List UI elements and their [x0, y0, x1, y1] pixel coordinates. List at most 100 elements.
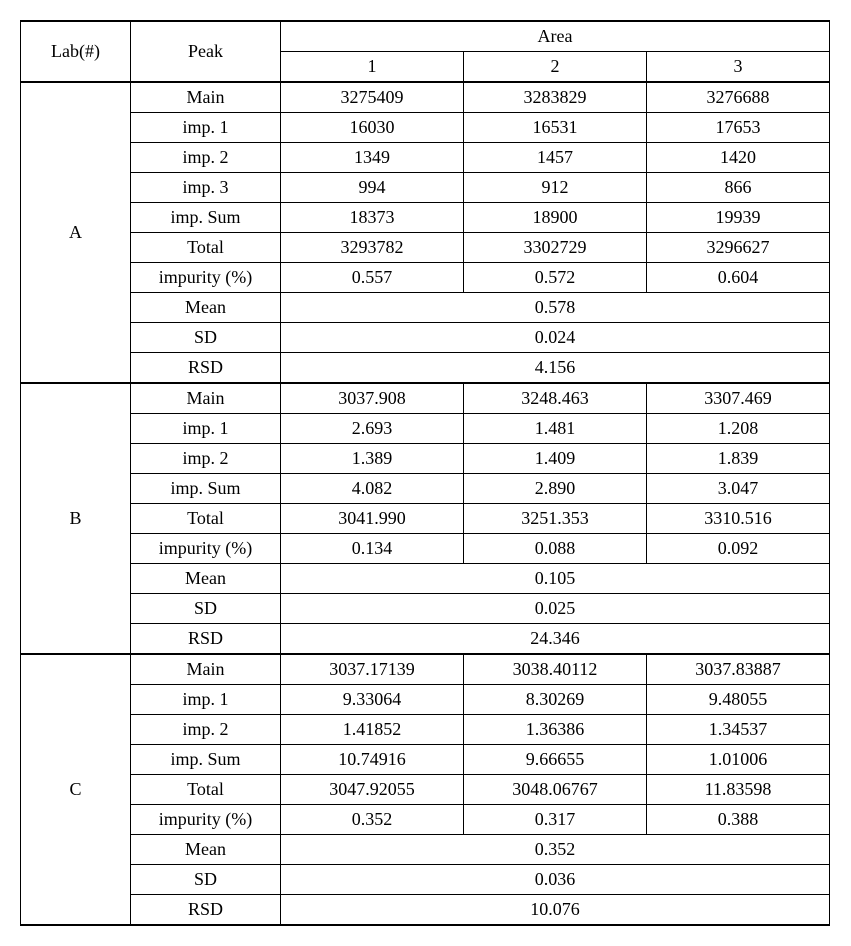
value-cell: 0.352 — [281, 805, 464, 835]
peak-label: Total — [131, 233, 281, 263]
value-cell: 1349 — [281, 143, 464, 173]
value-cell: 3038.40112 — [464, 654, 647, 685]
value-cell: 3251.353 — [464, 504, 647, 534]
value-cell: 1457 — [464, 143, 647, 173]
peak-label: imp. Sum — [131, 745, 281, 775]
value-cell: 4.082 — [281, 474, 464, 504]
lab-cell: A — [21, 82, 131, 383]
value-cell: 3248.463 — [464, 383, 647, 414]
table-row: AMain327540932838293276688 — [21, 82, 830, 113]
value-cell: 8.30269 — [464, 685, 647, 715]
value-cell: 912 — [464, 173, 647, 203]
table-row: impurity (%)0.1340.0880.092 — [21, 534, 830, 564]
value-cell: 3048.06767 — [464, 775, 647, 805]
value-cell: 994 — [281, 173, 464, 203]
value-cell: 1.409 — [464, 444, 647, 474]
table-row: Mean0.105 — [21, 564, 830, 594]
stat-value: 0.352 — [281, 835, 830, 865]
table-row: CMain3037.171393038.401123037.83887 — [21, 654, 830, 685]
value-cell: 3275409 — [281, 82, 464, 113]
stat-value: 4.156 — [281, 353, 830, 384]
peak-label: imp. 3 — [131, 173, 281, 203]
stat-label: RSD — [131, 353, 281, 384]
table-row: SD0.024 — [21, 323, 830, 353]
value-cell: 3293782 — [281, 233, 464, 263]
header-area: Area — [281, 21, 830, 52]
stat-label: Mean — [131, 564, 281, 594]
stat-value: 24.346 — [281, 624, 830, 655]
header-col-2: 2 — [464, 52, 647, 83]
table-row: imp. 21.3891.4091.839 — [21, 444, 830, 474]
stat-value: 0.105 — [281, 564, 830, 594]
value-cell: 0.088 — [464, 534, 647, 564]
value-cell: 18900 — [464, 203, 647, 233]
value-cell: 1.389 — [281, 444, 464, 474]
peak-label: Total — [131, 504, 281, 534]
value-cell: 10.74916 — [281, 745, 464, 775]
peak-label: impurity (%) — [131, 534, 281, 564]
value-cell: 0.572 — [464, 263, 647, 293]
table-row: imp. 3994912866 — [21, 173, 830, 203]
value-cell: 1.41852 — [281, 715, 464, 745]
peak-label: impurity (%) — [131, 805, 281, 835]
table-row: RSD10.076 — [21, 895, 830, 926]
peak-label: Main — [131, 654, 281, 685]
value-cell: 11.83598 — [647, 775, 830, 805]
value-cell: 3283829 — [464, 82, 647, 113]
table-row: Total3047.920553048.0676711.83598 — [21, 775, 830, 805]
value-cell: 9.66655 — [464, 745, 647, 775]
stat-value: 0.578 — [281, 293, 830, 323]
value-cell: 0.092 — [647, 534, 830, 564]
value-cell: 3047.92055 — [281, 775, 464, 805]
stat-label: Mean — [131, 835, 281, 865]
value-cell: 3037.908 — [281, 383, 464, 414]
value-cell: 9.48055 — [647, 685, 830, 715]
value-cell: 3307.469 — [647, 383, 830, 414]
value-cell: 1.208 — [647, 414, 830, 444]
stat-label: Mean — [131, 293, 281, 323]
value-cell: 0.388 — [647, 805, 830, 835]
data-table: Lab(#)PeakArea123AMain327540932838293276… — [20, 20, 830, 926]
table-row: Mean0.352 — [21, 835, 830, 865]
table-row: imp. 1160301653117653 — [21, 113, 830, 143]
value-cell: 18373 — [281, 203, 464, 233]
peak-label: Total — [131, 775, 281, 805]
table-row: imp. Sum183731890019939 — [21, 203, 830, 233]
value-cell: 3041.990 — [281, 504, 464, 534]
peak-label: imp. Sum — [131, 203, 281, 233]
table-row: RSD24.346 — [21, 624, 830, 655]
stat-label: RSD — [131, 895, 281, 926]
value-cell: 2.890 — [464, 474, 647, 504]
header-lab: Lab(#) — [21, 21, 131, 82]
header-col-3: 3 — [647, 52, 830, 83]
value-cell: 2.693 — [281, 414, 464, 444]
value-cell: 19939 — [647, 203, 830, 233]
value-cell: 866 — [647, 173, 830, 203]
table-row: BMain3037.9083248.4633307.469 — [21, 383, 830, 414]
stat-value: 10.076 — [281, 895, 830, 926]
table-row: SD0.025 — [21, 594, 830, 624]
table-row: imp. 2134914571420 — [21, 143, 830, 173]
stat-value: 0.036 — [281, 865, 830, 895]
peak-label: imp. 2 — [131, 715, 281, 745]
lab-cell: C — [21, 654, 131, 925]
stat-value: 0.024 — [281, 323, 830, 353]
stat-label: RSD — [131, 624, 281, 655]
table-row: imp. Sum10.749169.666551.01006 — [21, 745, 830, 775]
table-row: Total3041.9903251.3533310.516 — [21, 504, 830, 534]
header-row-1: Lab(#)PeakArea — [21, 21, 830, 52]
value-cell: 0.557 — [281, 263, 464, 293]
value-cell: 0.134 — [281, 534, 464, 564]
table-row: Mean0.578 — [21, 293, 830, 323]
peak-label: imp. Sum — [131, 474, 281, 504]
value-cell: 16531 — [464, 113, 647, 143]
peak-label: Main — [131, 383, 281, 414]
value-cell: 3.047 — [647, 474, 830, 504]
table-row: Total329378233027293296627 — [21, 233, 830, 263]
peak-label: imp. 1 — [131, 113, 281, 143]
header-col-1: 1 — [281, 52, 464, 83]
stat-value: 0.025 — [281, 594, 830, 624]
value-cell: 1.34537 — [647, 715, 830, 745]
value-cell: 1.01006 — [647, 745, 830, 775]
value-cell: 1.481 — [464, 414, 647, 444]
